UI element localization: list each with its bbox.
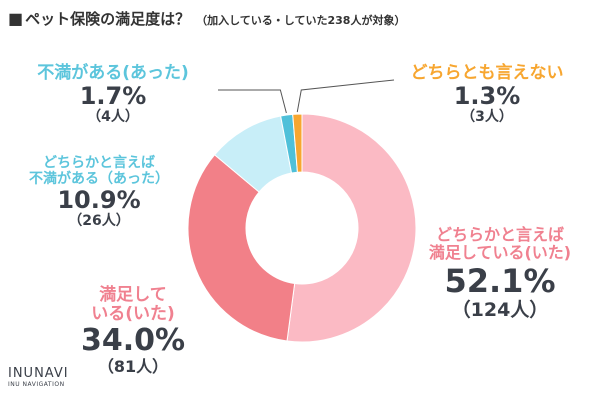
label-satisfied-count: （124人） [451, 298, 549, 321]
slice-satisfied_strong [187, 154, 296, 342]
slice-neutral [292, 113, 303, 173]
leader-neutral [296, 79, 395, 113]
label-neutral-line1: どちらとも言えない [410, 63, 564, 83]
leader-unsatisfied [218, 89, 287, 114]
label-somewhat-unsatisfied-line1: どちらかと言えば [43, 155, 155, 171]
label-unsatisfied-pct: 1.7% [79, 82, 147, 111]
label-somewhat-unsatisfied-count: （26人） [68, 213, 130, 230]
label-neutral: どちらとも言えない 1.3% （3人） [392, 63, 582, 126]
label-neutral-count: （3人） [461, 108, 513, 125]
label-somewhat-unsatisfied: どちらかと言えば 不満がある（あった） 10.9% （26人） [4, 155, 194, 230]
label-satisfied-strong: 満足して いる(いた) 34.0% （81人） [58, 285, 208, 376]
label-unsatisfied-count: （4人） [87, 108, 139, 125]
title-subtitle: （加入している・していた238人が対象） [196, 14, 406, 27]
label-satisfied: どちらかと言えば 満足している(いた) 52.1% （124人） [402, 226, 598, 321]
label-satisfied-pct: 52.1% [444, 261, 556, 300]
label-somewhat-unsatisfied-line2: 不満がある（あった） [29, 170, 169, 187]
label-satisfied-strong-line1: 満足して [99, 285, 167, 305]
label-satisfied-strong-count: （81人） [97, 356, 169, 376]
brand-logo: INUNAVI INU NAVIGATION [8, 366, 69, 388]
title-marker: ■ [8, 9, 24, 28]
logo-tagline: INU NAVIGATION [8, 381, 65, 388]
label-unsatisfied-line1: 不満がある(あった) [37, 63, 189, 83]
label-satisfied-strong-line2: いる(いた) [91, 304, 175, 325]
logo-name: INUNAVI [8, 366, 69, 381]
label-satisfied-strong-pct: 34.0% [80, 323, 186, 359]
slice-satisfied [286, 113, 417, 343]
chart-title: ■ ペット保険の満足度は？ （加入している・していた238人が対象） [8, 8, 405, 29]
label-unsatisfied: 不満がある(あった) 1.7% （4人） [18, 63, 208, 126]
label-satisfied-line2: 満足している(いた) [428, 242, 572, 262]
label-neutral-pct: 1.3% [453, 82, 521, 111]
label-satisfied-line1: どちらかと言えば [435, 225, 564, 244]
title-main: ペット保険の満足度は？ [25, 10, 191, 28]
label-somewhat-unsatisfied-pct: 10.9% [57, 186, 141, 215]
